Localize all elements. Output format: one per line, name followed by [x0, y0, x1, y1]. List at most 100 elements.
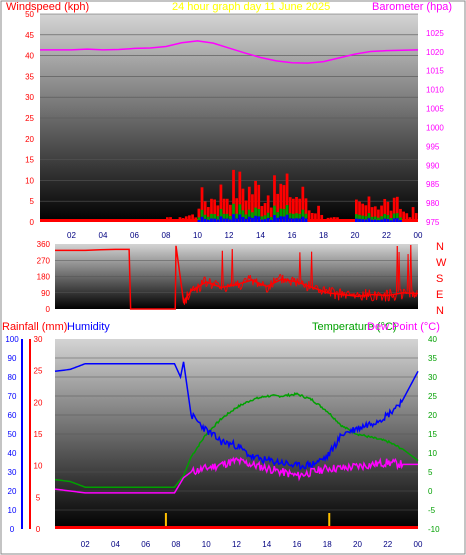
direction-sample [312, 288, 314, 290]
direction-sample [242, 279, 245, 283]
wind-bar [200, 187, 204, 222]
direction-sample [321, 286, 324, 293]
direction-sample [210, 281, 213, 289]
rainfall-tick-label: 15 [34, 430, 43, 439]
wind-lull-bar [298, 218, 302, 222]
hour-tick-label: 22 [382, 231, 391, 240]
wind-tick-label: 50 [25, 10, 34, 19]
wind-lull-bar [288, 218, 292, 222]
direction-sample [306, 289, 309, 292]
barometer-tick-label: 985 [426, 180, 440, 189]
wind-bar [238, 171, 242, 222]
wind-avg-bar [260, 216, 264, 222]
wind-bar [181, 218, 185, 222]
direction-sample [196, 283, 199, 293]
hour-tick-label: 10 [202, 540, 211, 549]
humidity-tick-label: 20 [8, 487, 17, 496]
wind-avg-bar [383, 213, 387, 222]
direction-sample [197, 283, 200, 287]
wind-bar [326, 217, 330, 222]
humidity-tick-label: 80 [8, 373, 17, 382]
wind-lull-bar [247, 216, 251, 222]
direction-sample [227, 283, 230, 286]
hour-tick-label: 16 [288, 231, 297, 240]
direction-sample [354, 294, 357, 299]
direction-sample [330, 288, 332, 297]
wind-avg-bar [266, 212, 270, 222]
direction-sample [233, 283, 236, 286]
humidity-axis-label: Humidity [67, 321, 110, 333]
direction-sample [204, 276, 206, 278]
wind-lull-bar [304, 218, 308, 222]
wind-bar [273, 175, 276, 222]
wind-bar [206, 207, 210, 222]
direction-sample [204, 277, 207, 287]
direction-sample [274, 279, 277, 283]
wind-bar [292, 198, 295, 222]
wind-lull-bar [380, 219, 383, 222]
direction-sample [223, 286, 226, 291]
direction-sample [262, 281, 265, 287]
temperature-tick-label: 30 [428, 373, 437, 382]
wind-lull-bar [235, 218, 239, 222]
graph-title: 24 hour graph day 11 June 2025 [172, 1, 330, 13]
temperature-tick-label: 15 [428, 430, 437, 439]
direction-tick-label: 0 [46, 305, 51, 314]
dewpoint-line [54, 456, 418, 494]
wind-bar [191, 214, 194, 222]
wind-lull-bar [216, 219, 220, 222]
wind-bar [304, 198, 308, 222]
direction-sample [282, 274, 285, 283]
direction-sample [243, 277, 246, 280]
wind-lull-bar [377, 220, 380, 222]
direction-sample [308, 281, 311, 290]
direction-sample [211, 286, 213, 289]
direction-sample [304, 286, 306, 288]
direction-sample [299, 252, 302, 279]
wind-bar [251, 194, 254, 222]
wind-lull-bar [229, 219, 232, 222]
hour-tick-label: 20 [351, 231, 360, 240]
direction-sample [385, 290, 387, 302]
hour-tick-label: 10 [193, 231, 202, 240]
wind-tick-label: 15 [25, 156, 34, 165]
direction-sample [400, 289, 403, 300]
wind-avg-bar [301, 209, 305, 222]
wind-avg-bar [279, 208, 283, 222]
hour-tick-label: 14 [256, 231, 265, 240]
direction-sample [313, 285, 316, 289]
direction-sample [199, 289, 202, 292]
temperature-tick-label: 40 [428, 335, 437, 344]
wind-bar [367, 196, 371, 222]
wind-bar [414, 213, 418, 222]
humidity-tick-label: 10 [8, 506, 17, 515]
wind-lull-bar [210, 218, 213, 222]
wind-lull-bar [355, 218, 358, 222]
direction-sample [393, 294, 396, 301]
temperature-line [54, 391, 419, 488]
wind-bar [285, 173, 289, 222]
wind-bar [377, 209, 380, 222]
hour-tick-label: 08 [162, 231, 171, 240]
wind-lull-bar [244, 218, 248, 222]
direction-sample [378, 292, 381, 295]
direction-sample [404, 289, 406, 293]
direction-sample [317, 287, 320, 293]
wind-lull-bar [197, 219, 201, 222]
direction-sample [325, 288, 328, 291]
barometer-tick-label: 1015 [426, 67, 444, 76]
wind-tick-label: 10 [25, 176, 34, 185]
barometer-tick-label: 990 [426, 161, 440, 170]
direction-sample [198, 285, 201, 292]
direction-sample [389, 288, 392, 292]
wind-lull-bar [295, 218, 298, 222]
wind-avg-bar [232, 203, 235, 222]
wind-bar [402, 211, 405, 222]
wind-bar [282, 185, 286, 222]
wind-bar [254, 180, 257, 222]
hour-tick-label: 00 [414, 540, 423, 549]
wind-tick-label: 5 [30, 197, 35, 206]
wind-bar [370, 207, 374, 222]
rainfall-tick-label: 30 [34, 335, 43, 344]
